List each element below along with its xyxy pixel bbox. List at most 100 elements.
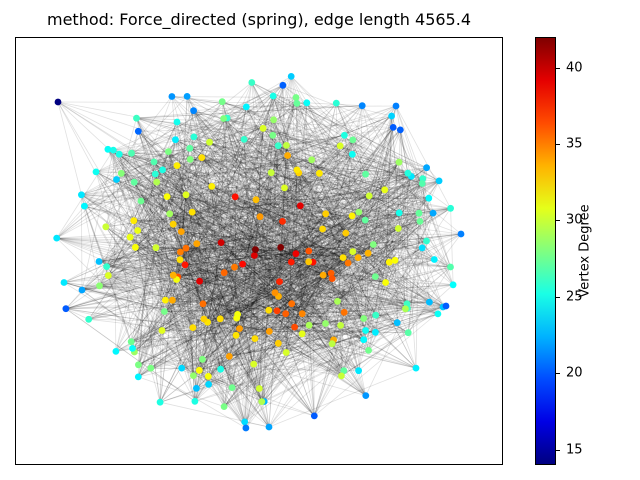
graph-edge [325, 127, 394, 215]
graph-edge [138, 131, 303, 314]
graph-edge [172, 82, 253, 276]
graph-edge [352, 154, 385, 191]
graph-edge [258, 261, 314, 389]
graph-edge [223, 274, 324, 407]
graph-edge [220, 242, 398, 324]
graph-edge [211, 186, 386, 283]
graph-edge [131, 153, 203, 360]
graph-edge [368, 115, 392, 197]
graph-edge [239, 128, 264, 329]
graph-edge [194, 313, 439, 402]
graph-edge [251, 82, 427, 169]
graph-edge [219, 255, 255, 319]
graph-edge [185, 212, 193, 249]
graph-edge [407, 178, 424, 333]
graph-edge [196, 127, 394, 245]
graph-edge [193, 300, 338, 376]
graph-edge [56, 237, 324, 276]
graph-edge [253, 213, 327, 365]
graph-edge [154, 173, 208, 323]
graph-edge [322, 228, 444, 308]
graph-edge [185, 233, 462, 266]
graph-edge [223, 118, 326, 324]
graph-edge [207, 106, 247, 323]
graph-node [251, 252, 258, 259]
graph-edge [166, 196, 334, 341]
graph-edge [166, 196, 376, 277]
graph-node [62, 305, 70, 313]
graph-edge [279, 167, 427, 282]
graph-edge [121, 172, 157, 183]
graph-edge [208, 310, 278, 377]
colorbar [535, 37, 556, 465]
graph-edge [259, 216, 364, 319]
graph-node [104, 145, 112, 153]
graph-edge [245, 85, 284, 429]
graph-edge [220, 313, 438, 320]
graph-edge [202, 257, 344, 305]
graph-edge [172, 224, 247, 429]
graph-edge [325, 183, 423, 324]
graph-edge [137, 131, 222, 243]
graph-node [147, 364, 155, 372]
graph-edge [229, 356, 342, 377]
graph-node [389, 124, 397, 131]
graph-edge [185, 233, 462, 266]
graph-edge [268, 309, 295, 328]
graph-edge [176, 216, 261, 280]
graph-edge [333, 154, 353, 340]
graph-edge [368, 212, 434, 351]
graph-edge [56, 237, 376, 316]
graph-edge [237, 314, 342, 377]
graph-edge [112, 149, 186, 266]
graph-edge [185, 95, 274, 249]
graph-node [177, 228, 185, 236]
graph-node [423, 164, 430, 172]
graph-node [396, 126, 404, 134]
graph-edge [295, 97, 354, 252]
graph-edge [138, 131, 326, 324]
graph-edge [255, 249, 314, 263]
graph-edge [84, 205, 135, 353]
graph-edge [308, 250, 365, 340]
graph-edge [208, 197, 430, 377]
graph-edge [270, 172, 406, 310]
graph-edge [81, 194, 353, 217]
graph-edge [81, 150, 114, 291]
graph-edge [116, 179, 194, 328]
graph-edge [138, 262, 349, 378]
graph-node [172, 136, 179, 144]
graph-edge [140, 145, 279, 202]
graph-edge [343, 127, 394, 371]
graph-edge [81, 194, 359, 372]
graph-edge [199, 333, 303, 371]
graph-edge [347, 240, 427, 264]
graph-edge [156, 181, 398, 324]
graph-edge [176, 165, 263, 402]
graph-edge [185, 264, 235, 268]
graph-edge [137, 131, 225, 407]
graph-edge [384, 189, 396, 261]
graph-edge [135, 180, 440, 248]
graph-edge [253, 255, 255, 365]
graph-node [248, 79, 256, 86]
graph-edge [285, 261, 390, 315]
graph-edge [107, 149, 238, 319]
graph-edge [192, 167, 427, 213]
graph-edge [407, 240, 427, 333]
graph-node [198, 154, 206, 161]
graph-edge [295, 97, 315, 416]
graph-edge [325, 195, 370, 215]
graph-edge [352, 212, 360, 252]
graph-edge [331, 343, 367, 396]
graph-edge [138, 167, 427, 378]
graph-edge [180, 251, 243, 265]
graph-edge [119, 153, 178, 166]
graph-edge [138, 197, 429, 366]
graph-edge [357, 176, 412, 258]
graph-edge [121, 172, 409, 334]
graph-edge [161, 257, 344, 331]
graph-edge [169, 155, 288, 215]
graph-edge [337, 212, 434, 302]
graph-edge [153, 161, 261, 218]
